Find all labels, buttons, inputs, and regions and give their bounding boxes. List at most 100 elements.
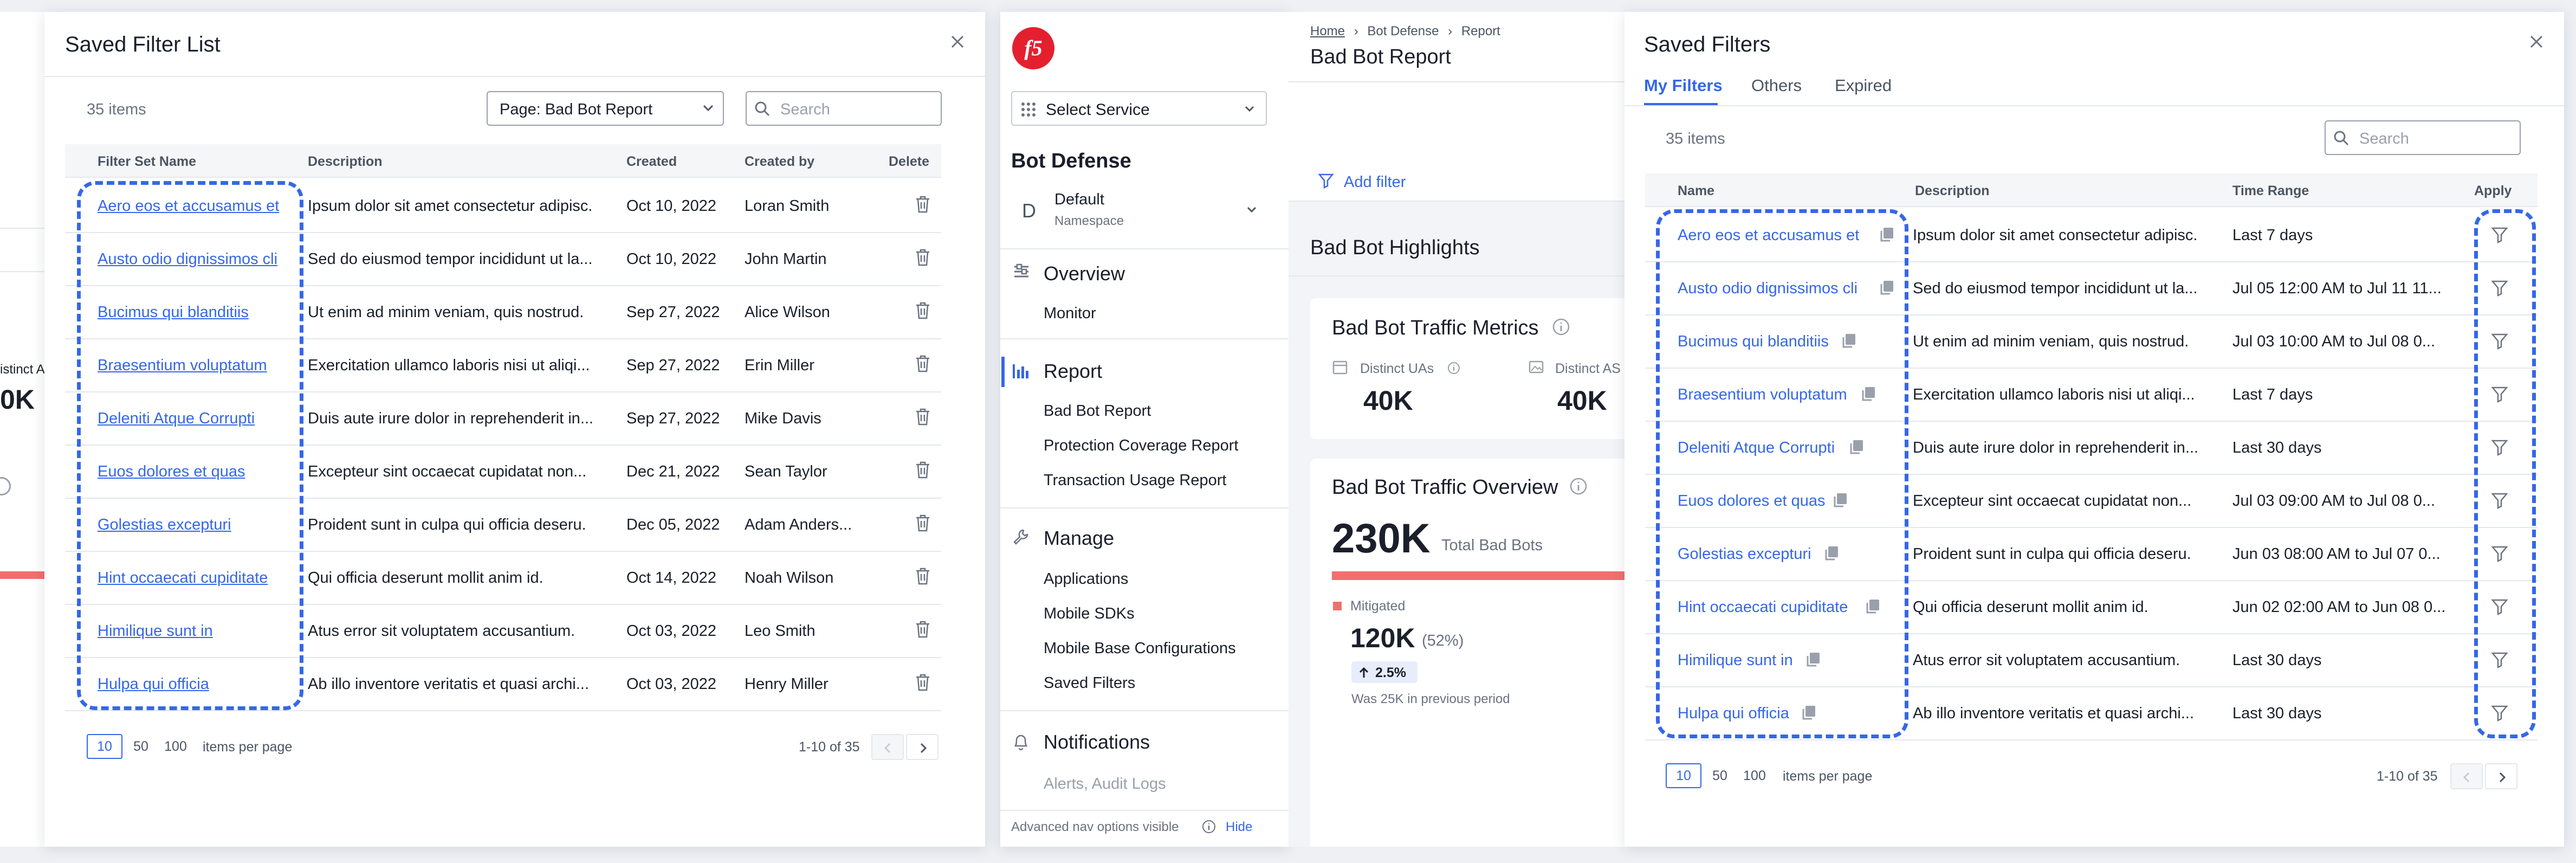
calendar-icon [1332, 359, 1348, 375]
table-row: Himilique sunt in Atus error sit volupta… [1645, 634, 2538, 687]
row-description: Ipsum dolor sit amet consectetur adipisc… [1913, 227, 2198, 244]
breadcrumb-home[interactable]: Home [1310, 24, 1345, 38]
close-icon[interactable] [949, 34, 966, 50]
table-row: Aero eos et accusamus et Ipsum dolor sit… [65, 180, 941, 233]
prev-page-button[interactable] [2450, 763, 2483, 789]
copy-icon[interactable] [1801, 705, 1816, 720]
page-header [1289, 12, 1624, 81]
table-row: Hint occaecati cupiditate Qui officia de… [1645, 581, 2538, 634]
tab-others[interactable]: Others [1751, 76, 1802, 95]
trash-icon[interactable] [915, 567, 931, 585]
table-row: Braesentium voluptatum Exercitation ulla… [65, 339, 941, 392]
copy-icon[interactable] [1879, 227, 1894, 242]
namespace-selector[interactable]: D Default Namespace [1011, 184, 1260, 237]
copy-icon[interactable] [1849, 439, 1864, 454]
grid-icon [1021, 102, 1036, 117]
select-service-dropdown[interactable]: Select Service [1011, 91, 1267, 126]
page-size-50[interactable]: 50 [133, 739, 148, 754]
nav-mobile-base-configurations[interactable]: Mobile Base Configurations [1044, 640, 1236, 657]
row-created: Oct 10, 2022 [626, 250, 717, 268]
table-header: Name Description Time Range Apply [1645, 173, 2538, 207]
col-filter-set-name: Filter Set Name [98, 154, 197, 169]
copy-icon[interactable] [1833, 492, 1848, 507]
trash-icon[interactable] [915, 461, 931, 479]
row-description: Proident sunt in culpa qui officia deser… [308, 516, 586, 533]
tab-expired[interactable]: Expired [1835, 76, 1892, 95]
table-row: Deleniti Atque Corrupti Duis aute irure … [1645, 422, 2538, 475]
close-icon[interactable] [2528, 34, 2545, 50]
apply-filter-icon[interactable] [2490, 279, 2509, 297]
nav-applications[interactable]: Applications [1044, 570, 1129, 588]
nav-notifications[interactable]: Notifications [1044, 731, 1150, 753]
page-select-value: Page: Bad Bot Report [500, 101, 653, 118]
table-row: Himilique sunt in Atus error sit volupta… [65, 605, 941, 658]
copy-icon[interactable] [1865, 598, 1880, 614]
apply-filter-icon[interactable] [2490, 544, 2509, 563]
search-input[interactable]: Search [2325, 120, 2521, 155]
table-row: Hulpa qui officia Ab illo inventore veri… [65, 658, 941, 711]
next-page-button[interactable] [2485, 763, 2517, 789]
background-page-strip [0, 12, 44, 847]
info-icon [1447, 361, 1461, 375]
hide-link[interactable]: Hide [1226, 820, 1253, 834]
apply-filter-icon[interactable] [2490, 438, 2509, 456]
search-input[interactable]: Search [746, 91, 942, 126]
apply-filter-icon[interactable] [2490, 704, 2509, 722]
nav-transaction-usage-report[interactable]: Transaction Usage Report [1044, 472, 1227, 489]
copy-icon[interactable] [1879, 280, 1894, 295]
page-size-10[interactable]: 10 [1666, 763, 1701, 788]
apply-filter-icon[interactable] [2490, 332, 2509, 350]
apply-filter-icon[interactable] [2490, 385, 2509, 403]
nav-bad-bot-report[interactable]: Bad Bot Report [1044, 402, 1151, 420]
copy-icon[interactable] [1805, 652, 1821, 667]
trash-icon[interactable] [915, 620, 931, 639]
trash-icon[interactable] [915, 673, 931, 692]
row-description: Exercitation ullamco laboris nisi ut ali… [1913, 386, 2195, 403]
nav-manage[interactable]: Manage [1044, 527, 1115, 549]
info-icon[interactable] [1569, 477, 1588, 495]
nav-overview[interactable]: Overview [1044, 262, 1125, 285]
trash-icon[interactable] [915, 408, 931, 426]
nav-notifications-sub[interactable]: Alerts, Audit Logs [1044, 775, 1166, 793]
row-created: Sep 27, 2022 [626, 410, 720, 427]
apply-filter-icon[interactable] [2490, 651, 2509, 669]
page-select[interactable]: Page: Bad Bot Report [487, 91, 724, 126]
overview-icon [1012, 262, 1031, 281]
next-page-button[interactable] [906, 734, 939, 760]
tab-my-filters[interactable]: My Filters [1644, 76, 1723, 95]
nav-report[interactable]: Report [1044, 360, 1103, 382]
info-icon[interactable] [1552, 318, 1570, 336]
page-size-10[interactable]: 10 [87, 734, 122, 759]
copy-icon[interactable] [1824, 545, 1839, 561]
apply-filter-icon[interactable] [2490, 491, 2509, 510]
copy-icon[interactable] [1841, 333, 1856, 348]
chevron-left-icon [2462, 772, 2471, 783]
f5-logo[interactable]: f5 [1011, 26, 1056, 70]
add-filter-button[interactable]: Add filter [1344, 173, 1406, 191]
page-size-50[interactable]: 50 [1712, 768, 1727, 783]
trash-icon[interactable] [915, 514, 931, 532]
col-description: Description [308, 154, 383, 169]
col-description: Description [1915, 183, 1990, 198]
saved-filters-dialog [1624, 12, 2564, 847]
row-created: Oct 14, 2022 [626, 569, 717, 587]
bar-chart-icon [1012, 363, 1031, 379]
trash-icon[interactable] [915, 195, 931, 214]
nav-saved-filters[interactable]: Saved Filters [1044, 674, 1136, 692]
trash-icon[interactable] [915, 355, 931, 373]
prev-page-button[interactable] [871, 734, 904, 760]
breadcrumb-bot-defense[interactable]: Bot Defense [1367, 24, 1439, 38]
tab-active-underline [1644, 103, 1718, 106]
page-size-100[interactable]: 100 [1743, 768, 1766, 783]
row-created: Sep 27, 2022 [626, 304, 720, 321]
trash-icon[interactable] [915, 248, 931, 267]
nav-monitor[interactable]: Monitor [1044, 305, 1096, 322]
nav-protection-coverage-report[interactable]: Protection Coverage Report [1044, 437, 1239, 454]
copy-icon[interactable] [1861, 386, 1876, 401]
apply-filter-icon[interactable] [2490, 597, 2509, 616]
trash-icon[interactable] [915, 301, 931, 320]
legend-swatch [1333, 602, 1342, 610]
nav-mobile-sdks[interactable]: Mobile SDKs [1044, 605, 1135, 622]
apply-filter-icon[interactable] [2490, 226, 2509, 244]
page-size-100[interactable]: 100 [164, 739, 187, 754]
